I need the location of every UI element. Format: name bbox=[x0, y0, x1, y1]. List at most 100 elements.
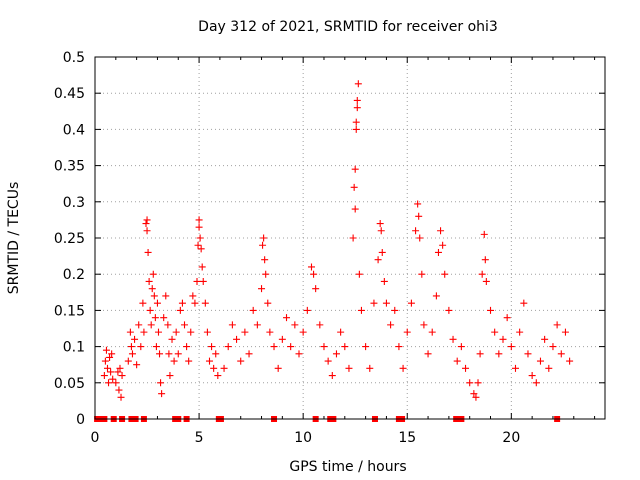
data-point bbox=[349, 234, 357, 242]
y-tick-label: 0.35 bbox=[54, 159, 85, 175]
data-point bbox=[370, 299, 378, 307]
x-axis-label: GPS time / hours bbox=[289, 459, 406, 475]
data-point bbox=[420, 321, 428, 329]
y-tick-label: 0.15 bbox=[54, 303, 85, 319]
x-tick-label: 20 bbox=[502, 430, 520, 446]
data-point bbox=[181, 321, 189, 329]
data-point bbox=[466, 379, 474, 387]
data-point bbox=[337, 328, 345, 336]
x-tick-label: 0 bbox=[91, 430, 100, 446]
data-point bbox=[143, 227, 151, 235]
data-point bbox=[195, 223, 203, 231]
data-point bbox=[176, 306, 184, 314]
data-point bbox=[174, 350, 182, 358]
data-point bbox=[415, 212, 423, 220]
data-point bbox=[439, 241, 447, 249]
data-point bbox=[124, 357, 132, 365]
data-point bbox=[140, 328, 148, 336]
x-tick-label: 5 bbox=[195, 430, 204, 446]
data-point bbox=[220, 364, 228, 372]
data-point bbox=[310, 270, 318, 278]
data-point bbox=[197, 245, 205, 253]
data-point bbox=[143, 216, 151, 224]
y-tick-label: 0.3 bbox=[63, 195, 85, 211]
data-point bbox=[482, 277, 490, 285]
data-point bbox=[127, 343, 135, 351]
data-point bbox=[241, 328, 249, 336]
chart-title: Day 312 of 2021, SRMTID for receiver ohi… bbox=[198, 19, 498, 35]
y-tick-label: 0.1 bbox=[63, 340, 85, 356]
data-point bbox=[503, 314, 511, 322]
data-point bbox=[259, 241, 267, 249]
data-point bbox=[432, 292, 440, 300]
y-tick-label: 0.45 bbox=[54, 86, 85, 102]
y-tick-label: 0.25 bbox=[54, 231, 85, 247]
data-point bbox=[212, 350, 220, 358]
data-point bbox=[295, 350, 303, 358]
data-point bbox=[108, 350, 116, 358]
y-tick-label: 0 bbox=[76, 412, 85, 428]
data-point bbox=[352, 118, 360, 126]
data-point bbox=[126, 328, 134, 336]
data-point bbox=[162, 292, 170, 300]
data-point bbox=[150, 292, 158, 300]
data-point bbox=[476, 350, 484, 358]
data-point bbox=[168, 335, 176, 343]
data-point bbox=[210, 364, 218, 372]
data-point bbox=[266, 328, 274, 336]
data-point bbox=[566, 357, 574, 365]
data-point bbox=[472, 393, 480, 401]
grid-layer bbox=[95, 57, 605, 419]
data-point bbox=[147, 321, 155, 329]
plot-frame bbox=[94, 56, 606, 420]
data-point bbox=[391, 306, 399, 314]
data-point bbox=[165, 350, 173, 358]
data-point bbox=[203, 328, 211, 336]
data-point bbox=[437, 227, 445, 235]
data-point bbox=[131, 335, 139, 343]
data-point bbox=[457, 343, 465, 351]
data-point bbox=[106, 353, 114, 361]
data-point bbox=[149, 270, 157, 278]
data-point bbox=[516, 328, 524, 336]
data-point bbox=[157, 379, 165, 387]
data-point bbox=[142, 220, 150, 228]
data-point bbox=[137, 343, 145, 351]
data-point bbox=[362, 343, 370, 351]
data-point bbox=[303, 306, 311, 314]
data-point bbox=[528, 372, 536, 380]
x-tick-label: 15 bbox=[398, 430, 416, 446]
data-point bbox=[449, 335, 457, 343]
data-point bbox=[487, 306, 495, 314]
data-point bbox=[341, 343, 349, 351]
data-point bbox=[158, 390, 166, 398]
data-point bbox=[307, 263, 315, 271]
data-point bbox=[144, 248, 152, 256]
data-point bbox=[316, 321, 324, 329]
data-point bbox=[399, 364, 407, 372]
data-point bbox=[414, 200, 422, 208]
data-point bbox=[354, 80, 362, 88]
data-point bbox=[462, 364, 470, 372]
data-point bbox=[561, 328, 569, 336]
data-point bbox=[185, 357, 193, 365]
data-point bbox=[445, 306, 453, 314]
data-point bbox=[557, 350, 565, 358]
data-point bbox=[191, 299, 199, 307]
data-point bbox=[491, 328, 499, 336]
data-point bbox=[395, 343, 403, 351]
data-point bbox=[291, 321, 299, 329]
data-point bbox=[166, 372, 174, 380]
data-point bbox=[299, 328, 307, 336]
data-point bbox=[189, 292, 197, 300]
data-point bbox=[145, 277, 153, 285]
data-point bbox=[478, 270, 486, 278]
data-point bbox=[366, 364, 374, 372]
data-point bbox=[355, 270, 363, 278]
y-tick-label: 0.2 bbox=[63, 267, 85, 283]
data-point bbox=[153, 299, 161, 307]
data-point bbox=[320, 343, 328, 351]
data-point bbox=[536, 357, 544, 365]
data-point bbox=[428, 328, 436, 336]
data-point bbox=[148, 285, 156, 293]
